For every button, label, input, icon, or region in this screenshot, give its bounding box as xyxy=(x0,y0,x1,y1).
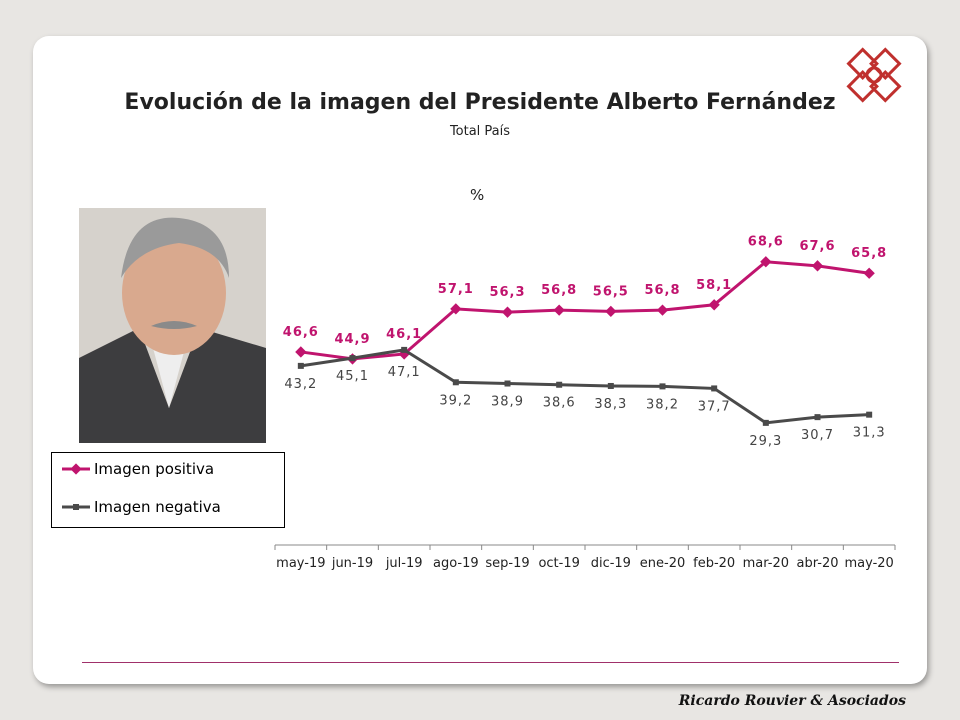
chart-title: Evolución de la imagen del Presidente Al… xyxy=(124,90,836,115)
company-logo xyxy=(846,47,902,103)
data-label: 31,3 xyxy=(853,426,886,441)
legend-item-negative: Imagen negativa xyxy=(62,498,221,516)
legend-label: Imagen negativa xyxy=(94,498,221,516)
x-tick-label: may-19 xyxy=(276,556,325,571)
legend-label: Imagen positiva xyxy=(94,460,215,478)
data-label: 45,1 xyxy=(336,369,369,384)
data-point xyxy=(607,382,614,389)
legend-marker-positive xyxy=(62,463,90,475)
data-point xyxy=(295,346,307,358)
data-label: 38,9 xyxy=(491,395,524,410)
footer-divider xyxy=(82,662,899,663)
data-label: 68,6 xyxy=(748,235,784,250)
x-tick-label: ago-19 xyxy=(433,556,479,571)
data-point xyxy=(814,414,821,421)
data-point xyxy=(863,267,875,279)
x-tick-label: jun-19 xyxy=(331,556,373,571)
legend-item-positive: Imagen positiva xyxy=(62,460,214,478)
series-line-negative xyxy=(300,348,870,425)
data-point xyxy=(452,379,459,386)
data-label: 46,6 xyxy=(283,325,319,340)
data-point xyxy=(762,419,769,426)
data-label: 38,3 xyxy=(594,397,627,412)
x-tick-label: jul-19 xyxy=(385,556,423,571)
x-tick-label: abr-20 xyxy=(797,556,839,571)
data-label: 56,8 xyxy=(541,283,577,298)
data-label: 37,7 xyxy=(698,399,731,414)
data-point xyxy=(501,306,514,318)
president-photo xyxy=(79,208,266,443)
data-label: 58,1 xyxy=(696,278,732,293)
x-tick-label: may-20 xyxy=(845,556,894,571)
x-tick-label: oct-19 xyxy=(538,556,579,571)
line-chart: may-19 jun-19 jul-19 ago-19 sep-19 oct-19 dic-… xyxy=(274,235,896,571)
x-tick-label: dic-19 xyxy=(591,556,631,571)
data-point xyxy=(866,411,873,418)
data-label: 29,3 xyxy=(749,434,782,449)
data-point xyxy=(556,381,563,388)
data-label: 30,7 xyxy=(801,428,834,443)
data-point xyxy=(450,303,462,315)
x-tick-label: feb-20 xyxy=(693,556,735,571)
data-label: 56,3 xyxy=(489,285,525,300)
x-tick-label: mar-20 xyxy=(743,556,789,571)
data-point xyxy=(349,355,356,362)
data-label: 57,1 xyxy=(438,282,474,297)
data-label: 65,8 xyxy=(851,246,887,261)
footer-brand: Ricardo Rouvier & Asociados xyxy=(678,693,906,709)
chart-subtitle: Total País xyxy=(449,124,511,139)
data-point xyxy=(605,305,617,318)
data-point xyxy=(760,256,772,268)
data-point xyxy=(708,299,720,311)
data-point xyxy=(297,362,304,369)
data-point xyxy=(504,380,511,387)
x-tick-label: ene-20 xyxy=(640,556,685,571)
data-point xyxy=(711,385,718,392)
data-label: 39,2 xyxy=(439,393,472,408)
data-label: 56,8 xyxy=(644,283,680,298)
data-label: 38,6 xyxy=(543,396,576,411)
y-unit-label: % xyxy=(470,186,485,204)
legend-marker-negative xyxy=(62,504,90,510)
series-line-positive xyxy=(300,260,870,361)
data-point xyxy=(811,260,824,272)
data-point xyxy=(656,304,669,316)
data-point xyxy=(553,304,565,316)
data-label: 47,1 xyxy=(388,365,421,380)
data-label: 46,1 xyxy=(386,327,422,342)
data-label: 43,2 xyxy=(284,377,317,392)
data-point xyxy=(659,383,666,390)
data-label: 56,5 xyxy=(593,284,629,299)
data-label: 44,9 xyxy=(334,332,370,347)
data-label: 38,2 xyxy=(646,397,679,412)
chart-legend: Imagen positiva Imagen negativa xyxy=(51,452,285,528)
data-label: 67,6 xyxy=(799,239,835,254)
x-tick-label: sep-19 xyxy=(485,556,529,571)
data-point xyxy=(401,346,408,353)
